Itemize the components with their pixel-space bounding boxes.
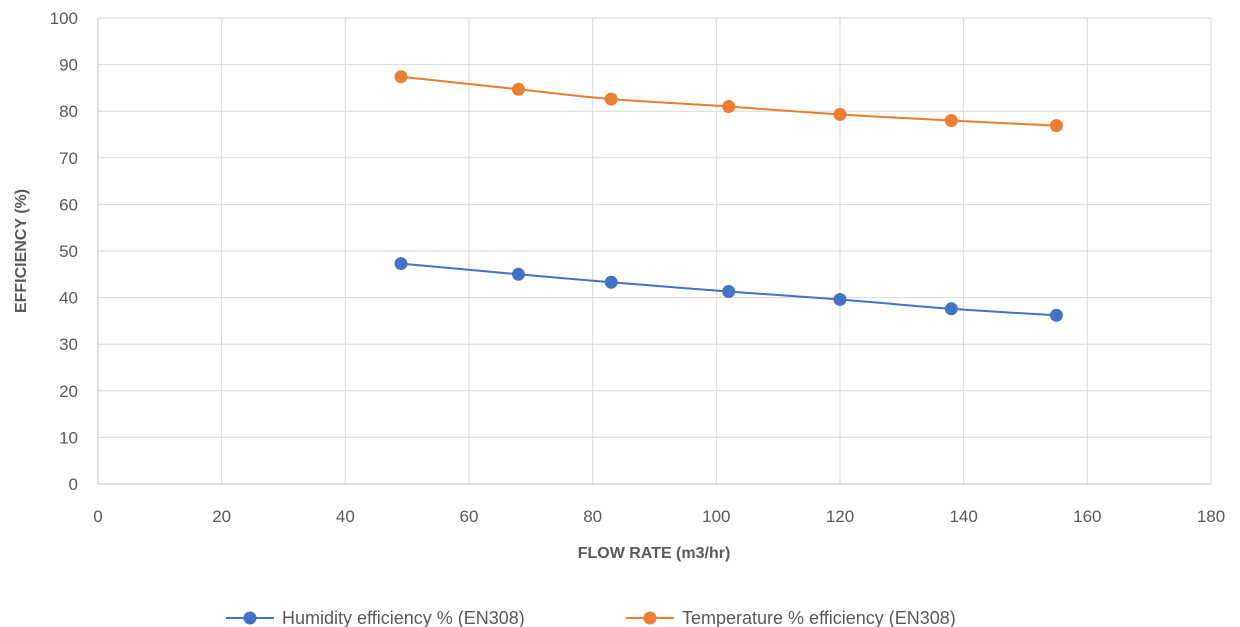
legend-item-2: Temperature % efficiency (EN308) <box>626 608 956 627</box>
x-tick-label: 60 <box>460 507 479 526</box>
legend-label: Humidity efficiency % (EN308) <box>282 608 525 627</box>
y-tick-label: 100 <box>50 9 78 28</box>
series-layer <box>394 70 1063 322</box>
series-1-point <box>604 275 618 289</box>
y-tick-label: 70 <box>59 149 78 168</box>
series-1-point <box>511 267 525 281</box>
y-tick-label: 50 <box>59 242 78 261</box>
series-2-point <box>604 92 618 106</box>
legend-marker <box>243 611 257 625</box>
y-tick-label: 60 <box>59 195 78 214</box>
y-tick-label: 30 <box>59 335 78 354</box>
y-tick-label: 20 <box>59 382 78 401</box>
x-tick-label: 160 <box>1073 507 1101 526</box>
x-tick-label: 100 <box>702 507 730 526</box>
y-tick-label: 40 <box>59 289 78 308</box>
legend: Humidity efficiency % (EN308) Temperature… <box>226 608 956 627</box>
series-1-point <box>1049 308 1063 322</box>
series-1-point <box>833 292 847 306</box>
y-tick-label: 90 <box>59 56 78 75</box>
series-1-point <box>722 285 736 299</box>
x-tick-label: 140 <box>949 507 977 526</box>
x-tick-label: 80 <box>583 507 602 526</box>
series-2-point <box>394 70 408 84</box>
legend-label: Temperature % efficiency (EN308) <box>682 608 956 627</box>
series-2-point <box>833 107 847 121</box>
y-tick-label: 10 <box>59 428 78 447</box>
y-axis-title: EFFICIENCY (%) <box>13 189 30 313</box>
x-tick-label: 0 <box>93 507 102 526</box>
series-2-point <box>511 82 525 96</box>
series-1-point <box>944 302 958 316</box>
axis-layer: 0 10 20 30 40 50 60 70 80 90 100 0 20 40 60 80 100 120 140… <box>50 9 1226 526</box>
x-tick-label: 20 <box>212 507 231 526</box>
series-2-point <box>1049 119 1063 133</box>
legend-marker <box>643 611 657 625</box>
series-1-point <box>394 257 408 271</box>
series-2-point <box>944 114 958 128</box>
x-tick-label: 180 <box>1197 507 1225 526</box>
x-axis-title: FLOW RATE (m3/hr) <box>578 545 731 562</box>
y-tick-label: 80 <box>59 102 78 121</box>
x-tick-label: 40 <box>336 507 355 526</box>
y-tick-label: 0 <box>69 475 78 494</box>
legend-item-1: Humidity efficiency % (EN308) <box>226 608 525 627</box>
grid-layer <box>98 17 1212 484</box>
series-2-point <box>722 100 736 114</box>
x-tick-label: 120 <box>826 507 854 526</box>
